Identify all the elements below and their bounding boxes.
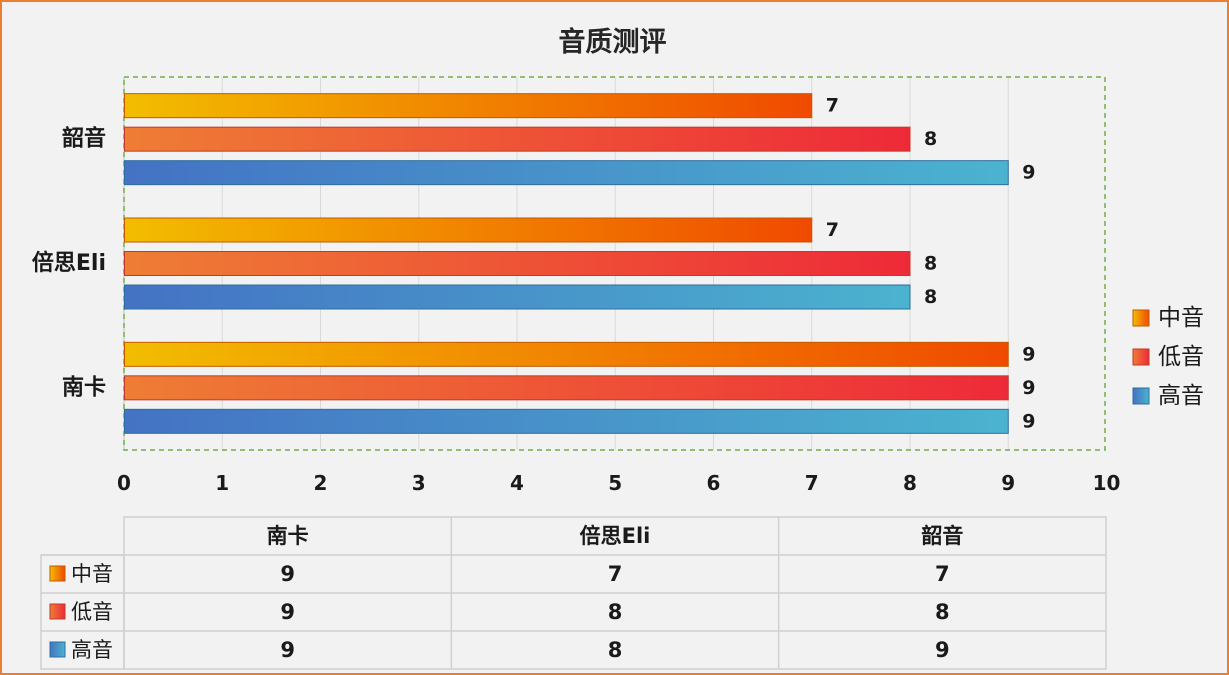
data-table-series-label: 低音: [71, 600, 113, 624]
data-table-swatch: [49, 641, 66, 658]
category-label: 倍思Eli: [32, 250, 106, 276]
data-label: 8: [924, 253, 937, 275]
data-table-cell: 9: [280, 600, 295, 624]
x-tick-label: 0: [117, 471, 131, 495]
legend-label: 低音: [1158, 344, 1204, 370]
legend-label: 高音: [1158, 383, 1204, 409]
data-table-cell: 7: [935, 562, 950, 586]
bar: [124, 217, 813, 243]
data-table-series-label: 高音: [71, 638, 113, 662]
bar: [124, 408, 1009, 434]
data-label: 8: [924, 128, 937, 150]
legend-label: 中音: [1158, 305, 1204, 331]
legend-swatch: [1132, 309, 1150, 327]
x-tick-label: 3: [412, 471, 426, 495]
data-table-cell: 8: [608, 638, 623, 662]
x-tick-label: 10: [1093, 471, 1121, 495]
data-table-cell: 7: [608, 562, 623, 586]
x-tick-label: 9: [1001, 471, 1015, 495]
data-label: 9: [1022, 162, 1035, 184]
x-tick-label: 4: [510, 471, 524, 495]
data-table-swatch: [49, 603, 66, 620]
data-table-cell: 9: [280, 638, 295, 662]
x-tick-label: 6: [707, 471, 721, 495]
data-table-header: 倍思Eli: [580, 524, 651, 548]
bar: [124, 93, 813, 119]
category-label: 韶音: [62, 126, 106, 152]
data-table-cell: 9: [280, 562, 295, 586]
legend-swatch: [1132, 348, 1150, 366]
data-table-cell: 9: [935, 638, 950, 662]
data-table-series-label: 中音: [71, 562, 113, 586]
chart-title: 音质测评: [558, 27, 667, 58]
data-label: 9: [1022, 343, 1035, 365]
data-label: 8: [924, 286, 937, 308]
x-tick-label: 8: [903, 471, 917, 495]
bar: [124, 284, 911, 310]
data-table-header: 南卡: [267, 524, 309, 548]
category-label: 南卡: [62, 375, 106, 400]
data-table-swatch: [49, 565, 66, 582]
data-table-header: 韶音: [921, 524, 963, 548]
data-table-cell: 8: [935, 600, 950, 624]
x-tick-label: 2: [314, 471, 328, 495]
bar: [124, 251, 911, 276]
bar: [124, 375, 1009, 401]
data-label: 9: [1022, 377, 1035, 399]
x-tick-label: 1: [215, 471, 229, 495]
x-tick-label: 5: [608, 471, 622, 495]
legend-swatch: [1132, 387, 1150, 405]
data-label: 9: [1022, 410, 1035, 432]
data-label: 7: [826, 95, 839, 117]
bar: [124, 126, 911, 152]
bar: [124, 341, 1009, 367]
data-table-cell: 8: [608, 600, 623, 624]
data-label: 7: [826, 219, 839, 241]
x-tick-label: 7: [805, 471, 819, 495]
bar: [124, 160, 1009, 186]
